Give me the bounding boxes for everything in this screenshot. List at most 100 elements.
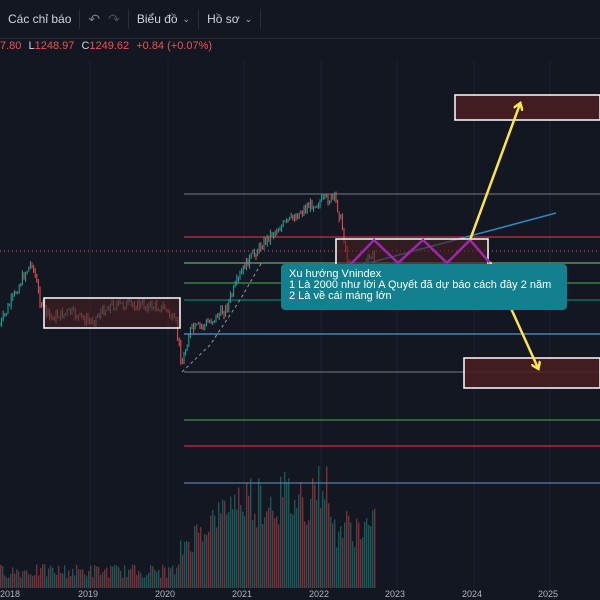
volume-bar [248, 495, 250, 588]
volume-bar [170, 568, 172, 588]
consolidation-box-2022[interactable] [335, 238, 489, 266]
volume-bar [306, 524, 308, 588]
volume-bar [122, 577, 124, 588]
volume-bar [274, 518, 276, 588]
volume-bar [234, 494, 236, 588]
redo-icon[interactable]: ↷ [108, 10, 120, 27]
volume-bar [138, 570, 140, 588]
volume-bar [236, 509, 238, 588]
volume-bar [140, 573, 142, 588]
volume-bar [210, 515, 212, 588]
volume-bar [240, 504, 242, 588]
volume-bar [228, 511, 230, 588]
volume-bar [222, 499, 224, 588]
axis-label: 2022 [309, 589, 330, 599]
chart-type-button[interactable]: Biểu đồ ⌄ [129, 0, 198, 38]
chevron-down-icon: ⌄ [182, 13, 191, 24]
volume-bar [314, 484, 316, 588]
volume-bar [150, 565, 152, 588]
volume-bar [262, 523, 264, 588]
volume-bar [142, 577, 144, 588]
volume-bar [132, 564, 134, 588]
volume-bar [114, 564, 116, 588]
low-value: 1248.97 [34, 40, 75, 52]
volume-bar [264, 517, 266, 588]
time-axis[interactable]: 2018 2019 2020 2021 2022 2023 2024 2025 [0, 588, 600, 600]
volume-bar [16, 569, 18, 588]
volume-bar [326, 466, 328, 588]
volume-bar [348, 515, 350, 588]
axis-label: 2024 [462, 589, 483, 599]
axis-label: 2019 [78, 589, 99, 599]
volume-bar [346, 511, 348, 588]
toolbar-divider [79, 9, 81, 29]
toolbar-divider [198, 9, 200, 29]
volume-bar [100, 574, 102, 588]
volume-bar [130, 569, 132, 588]
volume-bar [192, 551, 194, 588]
volume-bar [98, 566, 100, 588]
volume-bar [38, 575, 40, 588]
volume-bar [160, 577, 162, 588]
volume-bar [136, 574, 138, 588]
fibonacci-levels[interactable] [184, 193, 600, 484]
volume-bar [76, 564, 78, 588]
indicators-button[interactable]: Các chỉ báo [0, 0, 79, 38]
volume-bar [256, 527, 258, 588]
volume-bar [74, 575, 76, 588]
annotation-note[interactable]: Xu hướng Vnindex 1 Là 2000 như lời A Quy… [281, 264, 567, 310]
volume-bar [166, 577, 168, 588]
target-box-upper[interactable] [454, 94, 600, 121]
volume-bar [282, 497, 284, 588]
volume-bar [304, 521, 306, 588]
volume-bar [112, 566, 114, 588]
volume-bar [220, 513, 222, 588]
volume-bar [356, 518, 358, 588]
volume-bar [56, 574, 58, 588]
volume-bar [90, 565, 92, 588]
arrow-up[interactable] [468, 104, 520, 241]
vertical-grid [89, 60, 551, 588]
volume-bar [194, 525, 196, 588]
volume-bar [72, 568, 74, 588]
profile-button[interactable]: Hồ sơ ⌄ [199, 0, 260, 38]
volume-bar [174, 574, 176, 588]
volume-bar [224, 500, 226, 588]
volume-bar [4, 575, 6, 588]
volume-bar [8, 577, 10, 588]
volume-bar [182, 554, 184, 588]
undo-icon[interactable]: ↶ [88, 10, 101, 27]
volume-bar [328, 503, 330, 588]
volume-bar [68, 570, 70, 588]
volume-bar [308, 520, 310, 588]
volume-bar [214, 515, 216, 588]
volume-bar [50, 565, 52, 588]
volume-bar [46, 576, 48, 588]
consolidation-box-2019[interactable] [43, 297, 181, 329]
volume-bar [316, 499, 318, 588]
volume-bar [52, 567, 54, 588]
volume-bar [152, 566, 154, 588]
toolbar-divider [127, 9, 129, 29]
volume-bar [116, 565, 118, 588]
volume-bar [252, 519, 254, 588]
volume-bar [268, 507, 270, 588]
volume-bar [226, 514, 228, 588]
volume-bar [258, 478, 260, 588]
volume-bar [14, 573, 16, 588]
volume-bar [250, 478, 252, 588]
volume-bar [204, 534, 206, 588]
close-value: 1249.62 [89, 40, 130, 52]
volume-bar [190, 551, 192, 588]
target-box-lower[interactable] [463, 357, 600, 389]
volume-bar [12, 567, 14, 588]
volume-bar [62, 573, 64, 588]
trend-line[interactable] [181, 261, 263, 373]
volume-bar [32, 576, 34, 588]
volume-bar [266, 511, 268, 588]
volume-bar [94, 565, 96, 588]
volume-bar [86, 576, 88, 588]
volume-bar [34, 575, 36, 588]
volume-bar [366, 518, 368, 588]
